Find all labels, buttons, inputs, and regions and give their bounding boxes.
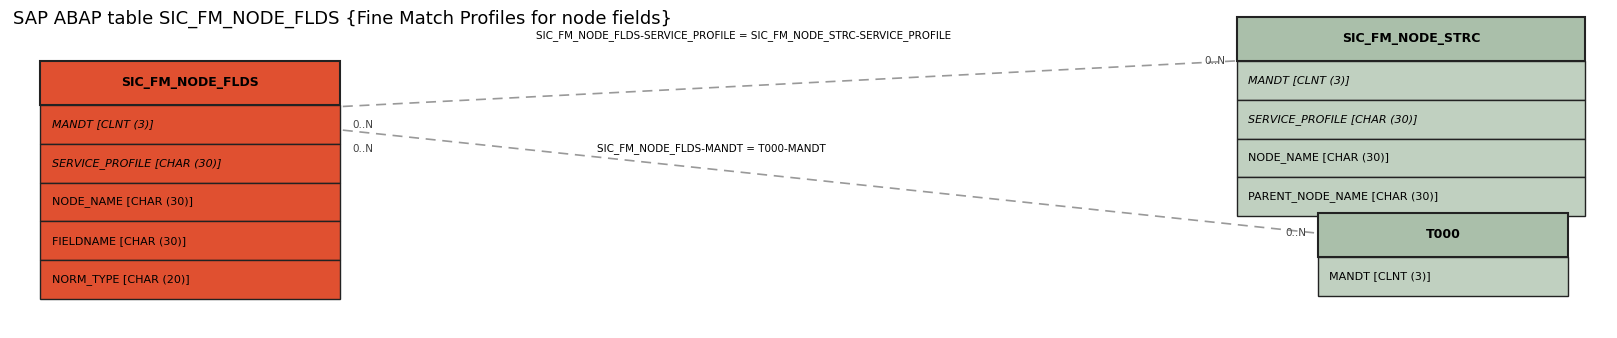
- Text: NORM_TYPE [CHAR (20)]: NORM_TYPE [CHAR (20)]: [52, 274, 189, 285]
- Text: NODE_NAME [CHAR (30)]: NODE_NAME [CHAR (30)]: [52, 196, 192, 208]
- Bar: [1318, 257, 1568, 296]
- Bar: [1237, 61, 1585, 100]
- Text: 0..N: 0..N: [1286, 228, 1307, 238]
- Bar: [40, 260, 340, 299]
- Text: PARENT_NODE_NAME [CHAR (30)]: PARENT_NODE_NAME [CHAR (30)]: [1248, 191, 1439, 202]
- Bar: [1318, 213, 1568, 257]
- Text: SERVICE_PROFILE [CHAR (30)]: SERVICE_PROFILE [CHAR (30)]: [52, 158, 222, 169]
- Bar: [1237, 17, 1585, 61]
- Text: MANDT [CLNT (3)]: MANDT [CLNT (3)]: [52, 119, 154, 129]
- Text: MANDT [CLNT (3)]: MANDT [CLNT (3)]: [1248, 75, 1350, 85]
- Text: MANDT [CLNT (3)]: MANDT [CLNT (3)]: [1329, 271, 1431, 281]
- Text: SIC_FM_NODE_FLDS-MANDT = T000-MANDT: SIC_FM_NODE_FLDS-MANDT = T000-MANDT: [597, 143, 826, 154]
- Text: SERVICE_PROFILE [CHAR (30)]: SERVICE_PROFILE [CHAR (30)]: [1248, 114, 1418, 125]
- Bar: [1237, 139, 1585, 177]
- Bar: [40, 61, 340, 105]
- Text: SIC_FM_NODE_STRC: SIC_FM_NODE_STRC: [1342, 32, 1480, 45]
- Bar: [1237, 177, 1585, 216]
- Text: NODE_NAME [CHAR (30)]: NODE_NAME [CHAR (30)]: [1248, 152, 1389, 164]
- Text: SIC_FM_NODE_FLDS: SIC_FM_NODE_FLDS: [121, 76, 259, 89]
- Bar: [40, 144, 340, 183]
- Bar: [40, 105, 340, 144]
- Text: FIELDNAME [CHAR (30)]: FIELDNAME [CHAR (30)]: [52, 236, 186, 246]
- Text: SAP ABAP table SIC_FM_NODE_FLDS {Fine Match Profiles for node fields}: SAP ABAP table SIC_FM_NODE_FLDS {Fine Ma…: [13, 10, 673, 28]
- Bar: [1237, 100, 1585, 139]
- Bar: [40, 221, 340, 260]
- Bar: [40, 183, 340, 221]
- Text: 0..N: 0..N: [353, 144, 374, 154]
- Text: 0..N: 0..N: [353, 120, 374, 130]
- Text: 0..N: 0..N: [1205, 56, 1226, 66]
- Text: SIC_FM_NODE_FLDS-SERVICE_PROFILE = SIC_FM_NODE_STRC-SERVICE_PROFILE: SIC_FM_NODE_FLDS-SERVICE_PROFILE = SIC_F…: [537, 30, 951, 41]
- Text: T000: T000: [1426, 228, 1460, 241]
